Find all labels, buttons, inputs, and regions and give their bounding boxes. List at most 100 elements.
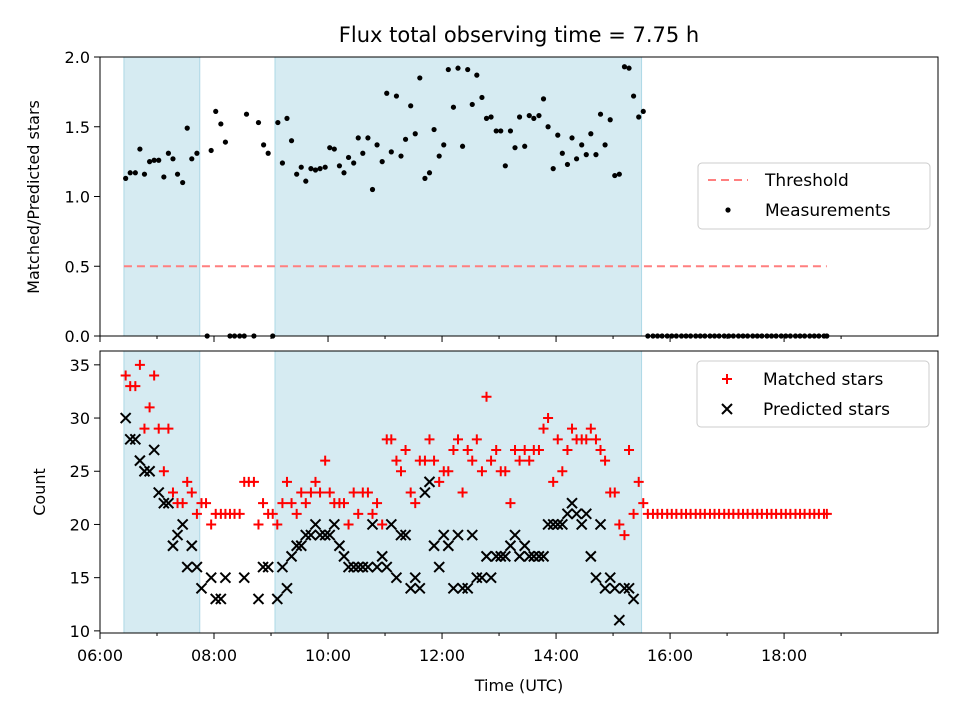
- measurement-point: [616, 171, 622, 177]
- measurement-point: [431, 126, 437, 133]
- measurement-point: [275, 119, 281, 126]
- matched-star-point: [419, 455, 430, 466]
- matched-star-point: [372, 498, 383, 509]
- matched-star-point: [281, 476, 292, 487]
- predicted-star-point: [357, 561, 369, 573]
- predicted-star-point: [385, 518, 398, 531]
- matched-star-point: [362, 487, 373, 498]
- predicted-star-point: [542, 518, 554, 531]
- matched-star-point: [186, 487, 197, 498]
- predicted-star-point: [456, 582, 469, 595]
- measurement-point: [402, 136, 409, 142]
- x-tick-label: 12:00: [419, 646, 465, 665]
- matched-star-point: [462, 444, 473, 455]
- measurement-point: [630, 93, 637, 99]
- predicted-star-point: [205, 571, 217, 584]
- measurement-point: [317, 166, 323, 172]
- predicted-star-point: [552, 518, 564, 531]
- count-x-ticks: 06:00 08:00 10:00 12:00 14:00 16:00 18:00: [77, 633, 842, 665]
- observing-interval-band: [123, 56, 201, 337]
- measurement-point: [417, 75, 423, 81]
- predicted-star-point: [271, 593, 283, 605]
- measurement-point: [312, 167, 319, 173]
- x-tick-label: 16:00: [647, 646, 693, 665]
- predicted-star-point: [442, 540, 455, 552]
- matched-star-point: [405, 487, 416, 498]
- matched-star-point: [543, 413, 554, 424]
- predicted-star-point: [528, 550, 540, 563]
- measurement-point: [455, 65, 461, 71]
- measurement-point: [550, 166, 556, 172]
- matched-star-point: [562, 444, 573, 455]
- measurement-point: [279, 160, 286, 166]
- measurement-point: [303, 178, 309, 184]
- measurement-point: [445, 66, 451, 73]
- measurement-point: [559, 150, 565, 156]
- matched-star-point: [286, 498, 297, 509]
- matched-star-point: [277, 498, 288, 509]
- predicted-star-point: [504, 540, 517, 552]
- matched-star-point: [434, 476, 445, 487]
- predicted-star-point: [328, 518, 341, 531]
- predicted-star-point: [257, 561, 269, 573]
- matched-star-point: [443, 466, 454, 477]
- count-panel-frame: [99, 350, 939, 634]
- matched-star-point: [510, 444, 521, 455]
- predicted-star-point: [309, 518, 322, 531]
- predicted-star-point: [523, 550, 535, 563]
- predicted-star-point: [281, 582, 293, 595]
- predicted-star-point: [158, 497, 170, 509]
- predicted-star-point: [509, 529, 521, 541]
- x-tick-label: 18:00: [761, 646, 807, 665]
- predicted-star-point: [295, 540, 307, 552]
- measurement-point: [365, 135, 371, 141]
- measurement-point: [607, 117, 613, 123]
- x-tick-label: 14:00: [533, 646, 579, 665]
- measurement-point: [345, 154, 352, 161]
- predicted-star-point: [119, 412, 132, 424]
- measurement-point: [612, 172, 618, 179]
- predicted-star-point: [338, 550, 350, 563]
- predicted-star-point: [471, 571, 483, 584]
- measurement-point: [208, 147, 214, 154]
- measurement-point: [189, 156, 195, 162]
- measurement-point: [493, 128, 499, 134]
- matched-star-point: [448, 444, 459, 455]
- measurement-point: [151, 157, 157, 163]
- x-tick-label: 08:00: [191, 646, 237, 665]
- matched-star-point: [267, 508, 278, 519]
- measurement-point: [161, 174, 167, 180]
- measurement-point: [141, 171, 148, 177]
- measurement-point: [243, 111, 250, 117]
- predicted-star-point: [276, 561, 289, 573]
- y-tick-label: 1.0: [65, 188, 90, 207]
- y-tick-label: 1.5: [65, 118, 90, 137]
- measurement-point: [573, 156, 580, 162]
- measurement-point: [194, 150, 200, 156]
- predicted-star-point: [138, 465, 151, 477]
- measurement-point: [512, 145, 518, 151]
- legend-frame: [696, 360, 930, 428]
- matched-star-point: [144, 402, 155, 413]
- matched-star-point: [300, 498, 311, 509]
- matched-star-point: [248, 476, 259, 487]
- measurement-point: [288, 138, 295, 144]
- predicted-star-point: [333, 540, 346, 552]
- measurement-point: [331, 146, 337, 152]
- matched-star-point: [548, 476, 559, 487]
- measurement-point: [516, 114, 523, 120]
- measurement-point: [408, 103, 414, 109]
- measurement-point: [597, 111, 604, 117]
- predicted-star-point: [153, 486, 165, 499]
- matched-star-point: [476, 466, 487, 477]
- x-tick-label: 10:00: [305, 646, 351, 665]
- matched-star-point: [590, 434, 601, 445]
- measurement-point: [502, 163, 508, 169]
- measurement-point: [488, 114, 494, 120]
- predicted-star-point: [238, 571, 250, 584]
- ratio-legend: Threshold Measurements: [697, 162, 931, 230]
- matched-star-point: [353, 508, 364, 519]
- predicted-star-point: [362, 561, 374, 573]
- ratio-y-ticks: 0.0 0.5 1.0 1.5 2.0: [65, 48, 100, 346]
- count-points: [119, 359, 832, 626]
